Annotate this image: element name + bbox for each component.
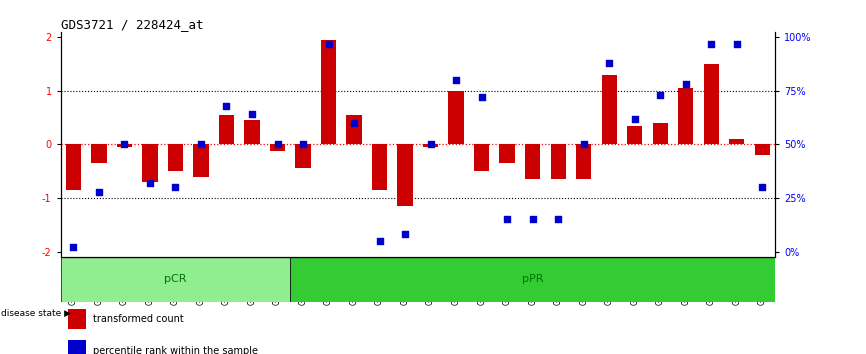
Bar (678, 88, 694, 144)
Point (270, 142, 284, 147)
Point (92, 189, 106, 194)
Bar (168, 144, 183, 171)
Bar (551, 144, 565, 179)
Bar (703, 64, 719, 144)
Bar (346, 115, 362, 144)
Bar (117, 144, 132, 147)
Point (398, 232, 412, 237)
Point (602, 60, 616, 66)
Text: pCR: pCR (165, 274, 187, 284)
Point (321, 41, 335, 46)
Text: GDS3721 / 228424_at: GDS3721 / 228424_at (61, 18, 204, 31)
Point (194, 142, 208, 147)
Bar (449, 91, 464, 144)
Point (526, 217, 540, 222)
Bar (525, 144, 540, 179)
Bar (397, 144, 413, 206)
Point (143, 180, 157, 186)
Bar (61, 257, 290, 302)
Bar (500, 144, 514, 163)
Point (628, 116, 642, 121)
Point (423, 142, 437, 147)
Point (730, 41, 744, 46)
Point (296, 142, 310, 147)
Bar (372, 144, 387, 190)
Bar (91, 144, 107, 163)
Bar (754, 144, 770, 155)
Bar (729, 139, 745, 144)
Point (169, 184, 183, 190)
Bar (474, 144, 489, 171)
Text: transformed count: transformed count (93, 314, 184, 324)
Bar (193, 144, 209, 177)
Bar (68, 340, 86, 354)
Bar (66, 144, 81, 190)
Bar (142, 144, 158, 182)
Point (577, 142, 591, 147)
Text: disease state ▶: disease state ▶ (1, 309, 71, 318)
Bar (68, 309, 86, 329)
Bar (270, 144, 285, 151)
Text: percentile rank within the sample: percentile rank within the sample (93, 346, 258, 354)
Point (501, 217, 514, 222)
Point (475, 95, 488, 100)
Point (552, 217, 565, 222)
Point (67, 244, 81, 250)
Point (704, 41, 718, 46)
Text: pPR: pPR (522, 274, 544, 284)
Point (118, 142, 132, 147)
Point (220, 103, 234, 109)
Point (372, 238, 386, 244)
Bar (653, 123, 668, 144)
Bar (602, 75, 617, 144)
Bar (244, 120, 260, 144)
Bar (627, 126, 643, 144)
Point (755, 184, 769, 190)
Point (653, 92, 667, 98)
Point (679, 81, 693, 87)
Point (347, 120, 361, 126)
Bar (423, 144, 438, 147)
Point (449, 77, 463, 83)
Bar (321, 40, 336, 144)
Bar (576, 144, 591, 179)
Bar (295, 144, 311, 169)
Bar (290, 257, 775, 302)
Bar (219, 115, 234, 144)
Point (245, 112, 259, 117)
